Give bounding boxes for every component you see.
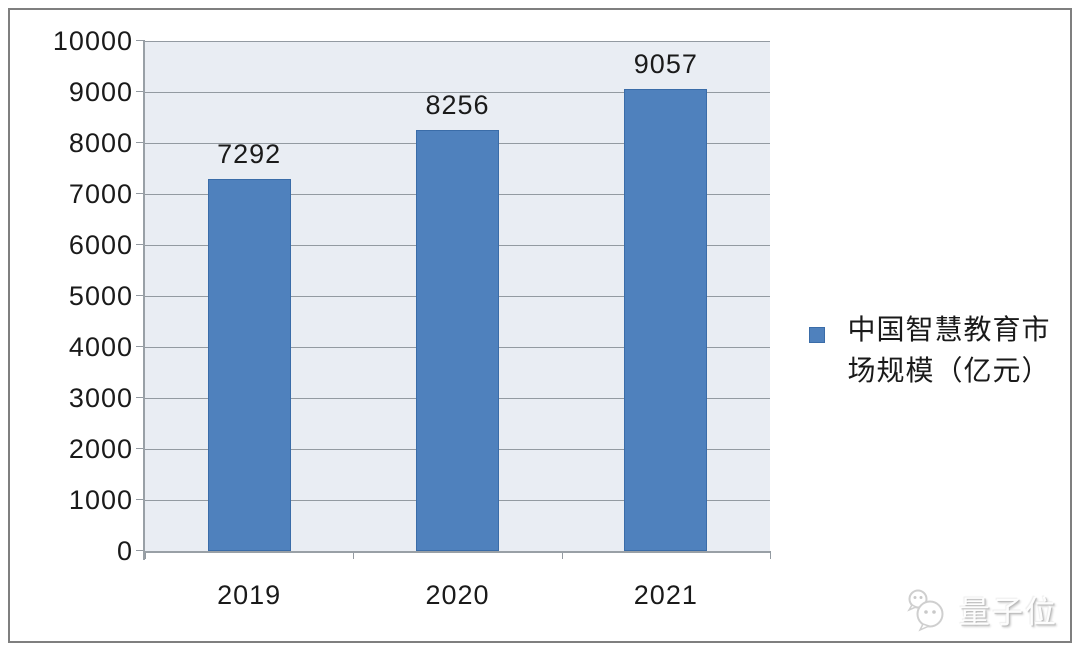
y-tick-mark-2000 [136, 448, 145, 449]
y-tick-mark-6000 [136, 244, 145, 245]
y-tick-label-10000: 10000 [52, 26, 133, 56]
y-tick-mark-0 [136, 550, 145, 551]
x-tick-label-2020: 2020 [425, 580, 490, 610]
y-tick-mark-7000 [136, 193, 145, 194]
watermark-text: 量子位 [959, 594, 1058, 630]
y-tick-label-2000: 2000 [68, 434, 133, 464]
y-tick-label-9000: 9000 [68, 77, 133, 107]
legend-swatch [809, 327, 825, 343]
legend-label-line2: 场规模（亿元） [847, 355, 1051, 386]
watermark: 量子位 [903, 586, 1058, 632]
y-tick-label-5000: 5000 [68, 281, 133, 311]
bar-value-label-2020: 8256 [425, 89, 490, 120]
bar-2020 [416, 129, 499, 551]
bar-2021 [624, 89, 708, 551]
y-tick-mark-10000 [136, 40, 145, 41]
y-tick-mark-9000 [136, 91, 145, 92]
y-tick-mark-3000 [136, 397, 145, 398]
y-tick-label-4000: 4000 [68, 332, 133, 362]
plot-area [145, 41, 770, 551]
x-tick-label-2021: 2021 [633, 580, 698, 610]
legend-label: 中国智慧教育市 场规模（亿元） [838, 309, 1060, 391]
y-tick-label-0: 0 [116, 536, 133, 566]
y-tick-label-7000: 7000 [68, 179, 133, 209]
y-tick-label-6000: 6000 [68, 230, 133, 260]
y-tick-label-1000: 1000 [68, 485, 133, 515]
y-tick-mark-1000 [136, 499, 145, 500]
y-tick-label-3000: 3000 [68, 383, 133, 413]
y-axis-line [143, 41, 145, 560]
y-tick-mark-4000 [136, 346, 145, 347]
gridline-10000 [145, 41, 770, 42]
gridline-9000 [145, 92, 770, 93]
x-axis-line [143, 551, 770, 553]
x-tick-mark-2 [561, 551, 563, 559]
x-tick-mark-3 [770, 551, 771, 559]
x-tick-mark-1 [353, 551, 355, 559]
x-tick-label-2019: 2019 [217, 580, 282, 610]
y-tick-mark-5000 [136, 295, 145, 296]
bar-2019 [207, 179, 291, 551]
wechat-chat-bubbles-icon [907, 589, 944, 632]
legend-label-line1: 中国智慧教育市 [847, 314, 1051, 345]
y-tick-label-8000: 8000 [68, 128, 133, 158]
x-tick-mark-0 [145, 551, 146, 559]
bar-value-label-2021: 9057 [633, 49, 698, 80]
bar-value-label-2019: 7292 [217, 139, 282, 170]
y-tick-mark-8000 [136, 142, 145, 143]
